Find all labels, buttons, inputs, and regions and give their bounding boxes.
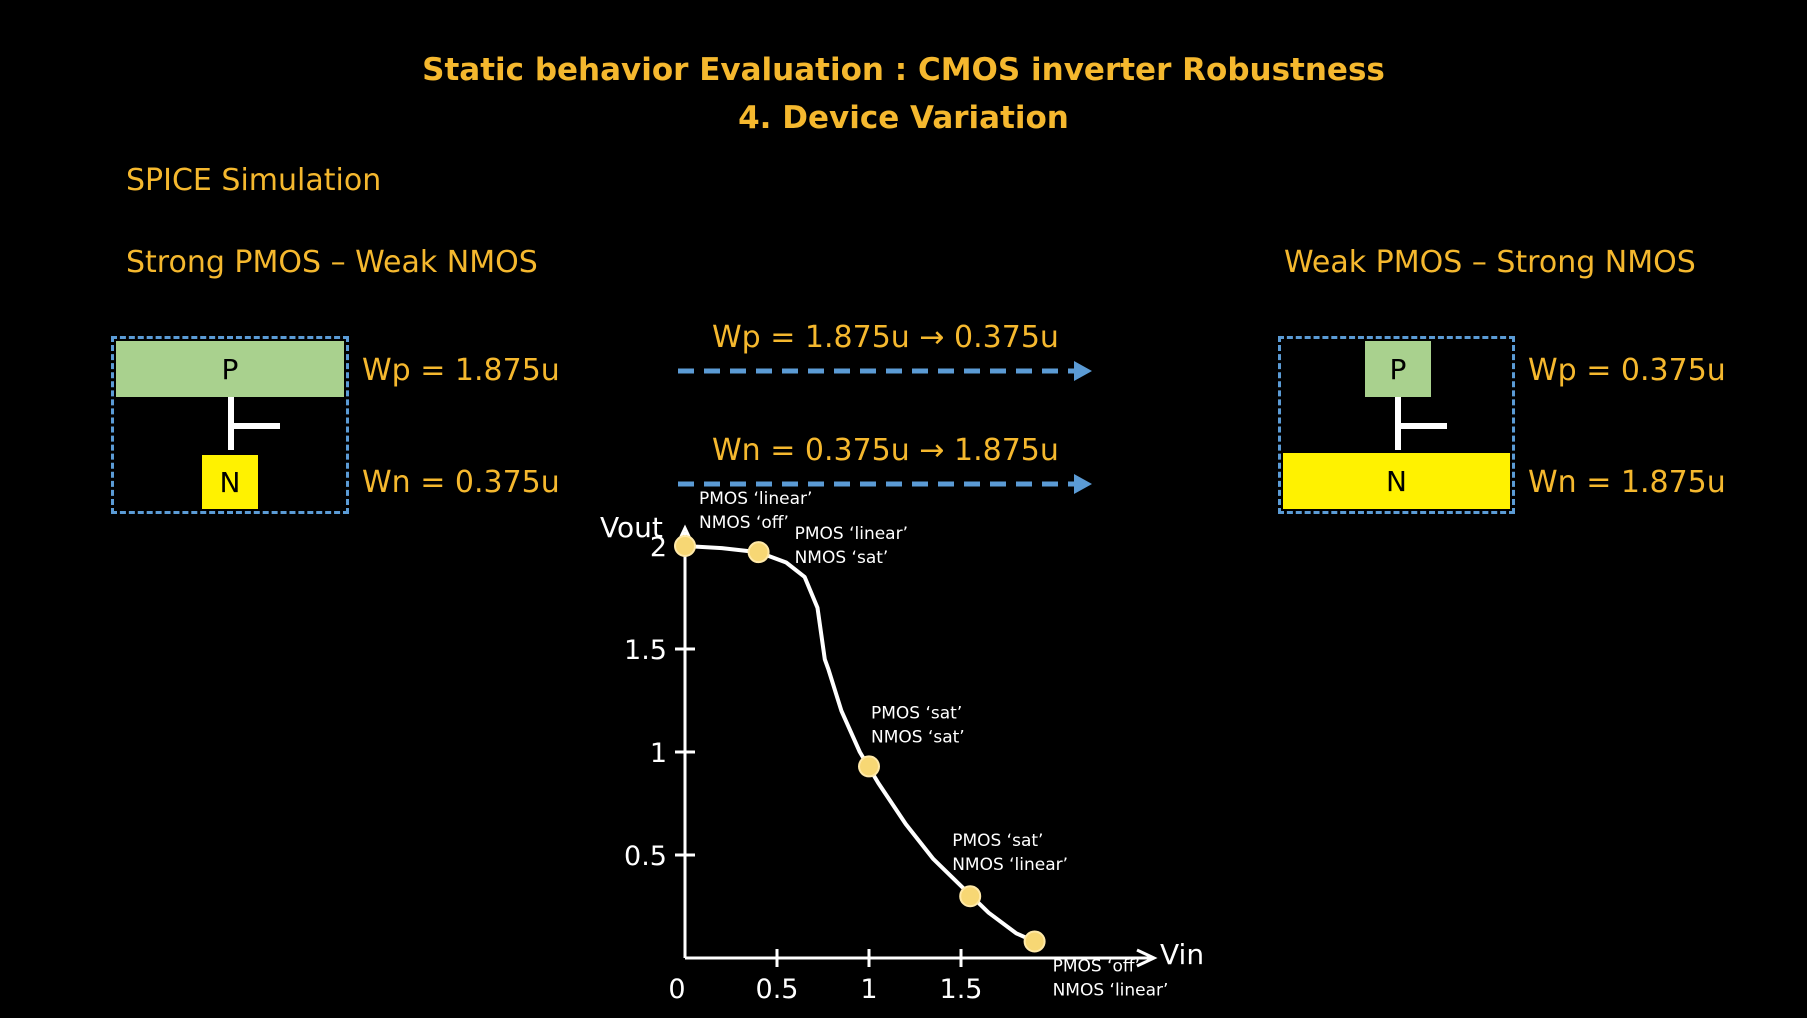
marker-label-pmos: PMOS ‘sat’ [871, 703, 962, 723]
page-subtitle: 4. Device Variation [738, 100, 1069, 136]
marker-label-nmos: NMOS ‘off’ [699, 513, 789, 533]
x-tick-label: 0 [668, 974, 685, 1005]
marker-label-nmos: NMOS ‘sat’ [795, 548, 889, 568]
x-tick-label: 1.5 [940, 974, 983, 1005]
left-pmos-block: P [116, 341, 344, 397]
y-tick-label: 1.5 [624, 635, 667, 666]
right-wn-label: Wn = 1.875u [1528, 465, 1726, 500]
x-tick-label: 0.5 [756, 974, 799, 1005]
operating-point-marker [858, 755, 880, 778]
right-wp-label: Wp = 0.375u [1528, 353, 1726, 388]
y-axis-title: Vout [600, 511, 663, 544]
y-tick-label: 0.5 [624, 841, 667, 872]
x-axis-arrow [1136, 948, 1158, 968]
operating-point-marker [747, 541, 770, 564]
left-nmos-block: N [202, 455, 258, 509]
right-nmos-block: N [1283, 453, 1510, 509]
arrow2-label: Wn = 0.375u → 1.875u [712, 433, 1059, 468]
x-tick-label: 1 [860, 974, 877, 1005]
right-device-box: P N [1278, 336, 1515, 514]
left-wn-label: Wn = 0.375u [362, 465, 560, 500]
right-gate-bar [1395, 423, 1447, 429]
x-axis-title: Vin [1160, 938, 1204, 971]
marker-label-nmos: NMOS ‘sat’ [871, 727, 965, 747]
operating-point-marker [1023, 930, 1046, 953]
left-device-box: P N [111, 336, 349, 514]
arrow1-label: Wp = 1.875u → 0.375u [712, 320, 1059, 355]
left-gate-bar [228, 423, 280, 429]
section-label: SPICE Simulation [126, 163, 382, 198]
right-heading: Weak PMOS – Strong NMOS [1284, 245, 1696, 280]
left-heading: Strong PMOS – Weak NMOS [126, 245, 538, 280]
marker-label-pmos: PMOS ‘off’ [1053, 957, 1140, 977]
right-pmos-block: P [1365, 341, 1431, 397]
left-wp-label: Wp = 1.875u [362, 353, 560, 388]
operating-point-marker [959, 885, 982, 908]
arrow1-head [1074, 361, 1092, 381]
marker-label-pmos: PMOS ‘linear’ [699, 489, 812, 509]
y-tick-label: 1 [650, 738, 667, 769]
page-title: Static behavior Evaluation : CMOS invert… [422, 52, 1385, 88]
arrow2-head [1074, 474, 1092, 494]
marker-label-nmos: NMOS ‘linear’ [1053, 981, 1169, 1001]
y-tick-label: 2 [650, 532, 667, 563]
marker-label-pmos: PMOS ‘sat’ [952, 831, 1043, 851]
marker-label-pmos: PMOS ‘linear’ [795, 524, 908, 544]
operating-point-marker [674, 535, 696, 557]
vtc-curve [684, 544, 1036, 944]
marker-label-nmos: NMOS ‘linear’ [952, 855, 1068, 875]
